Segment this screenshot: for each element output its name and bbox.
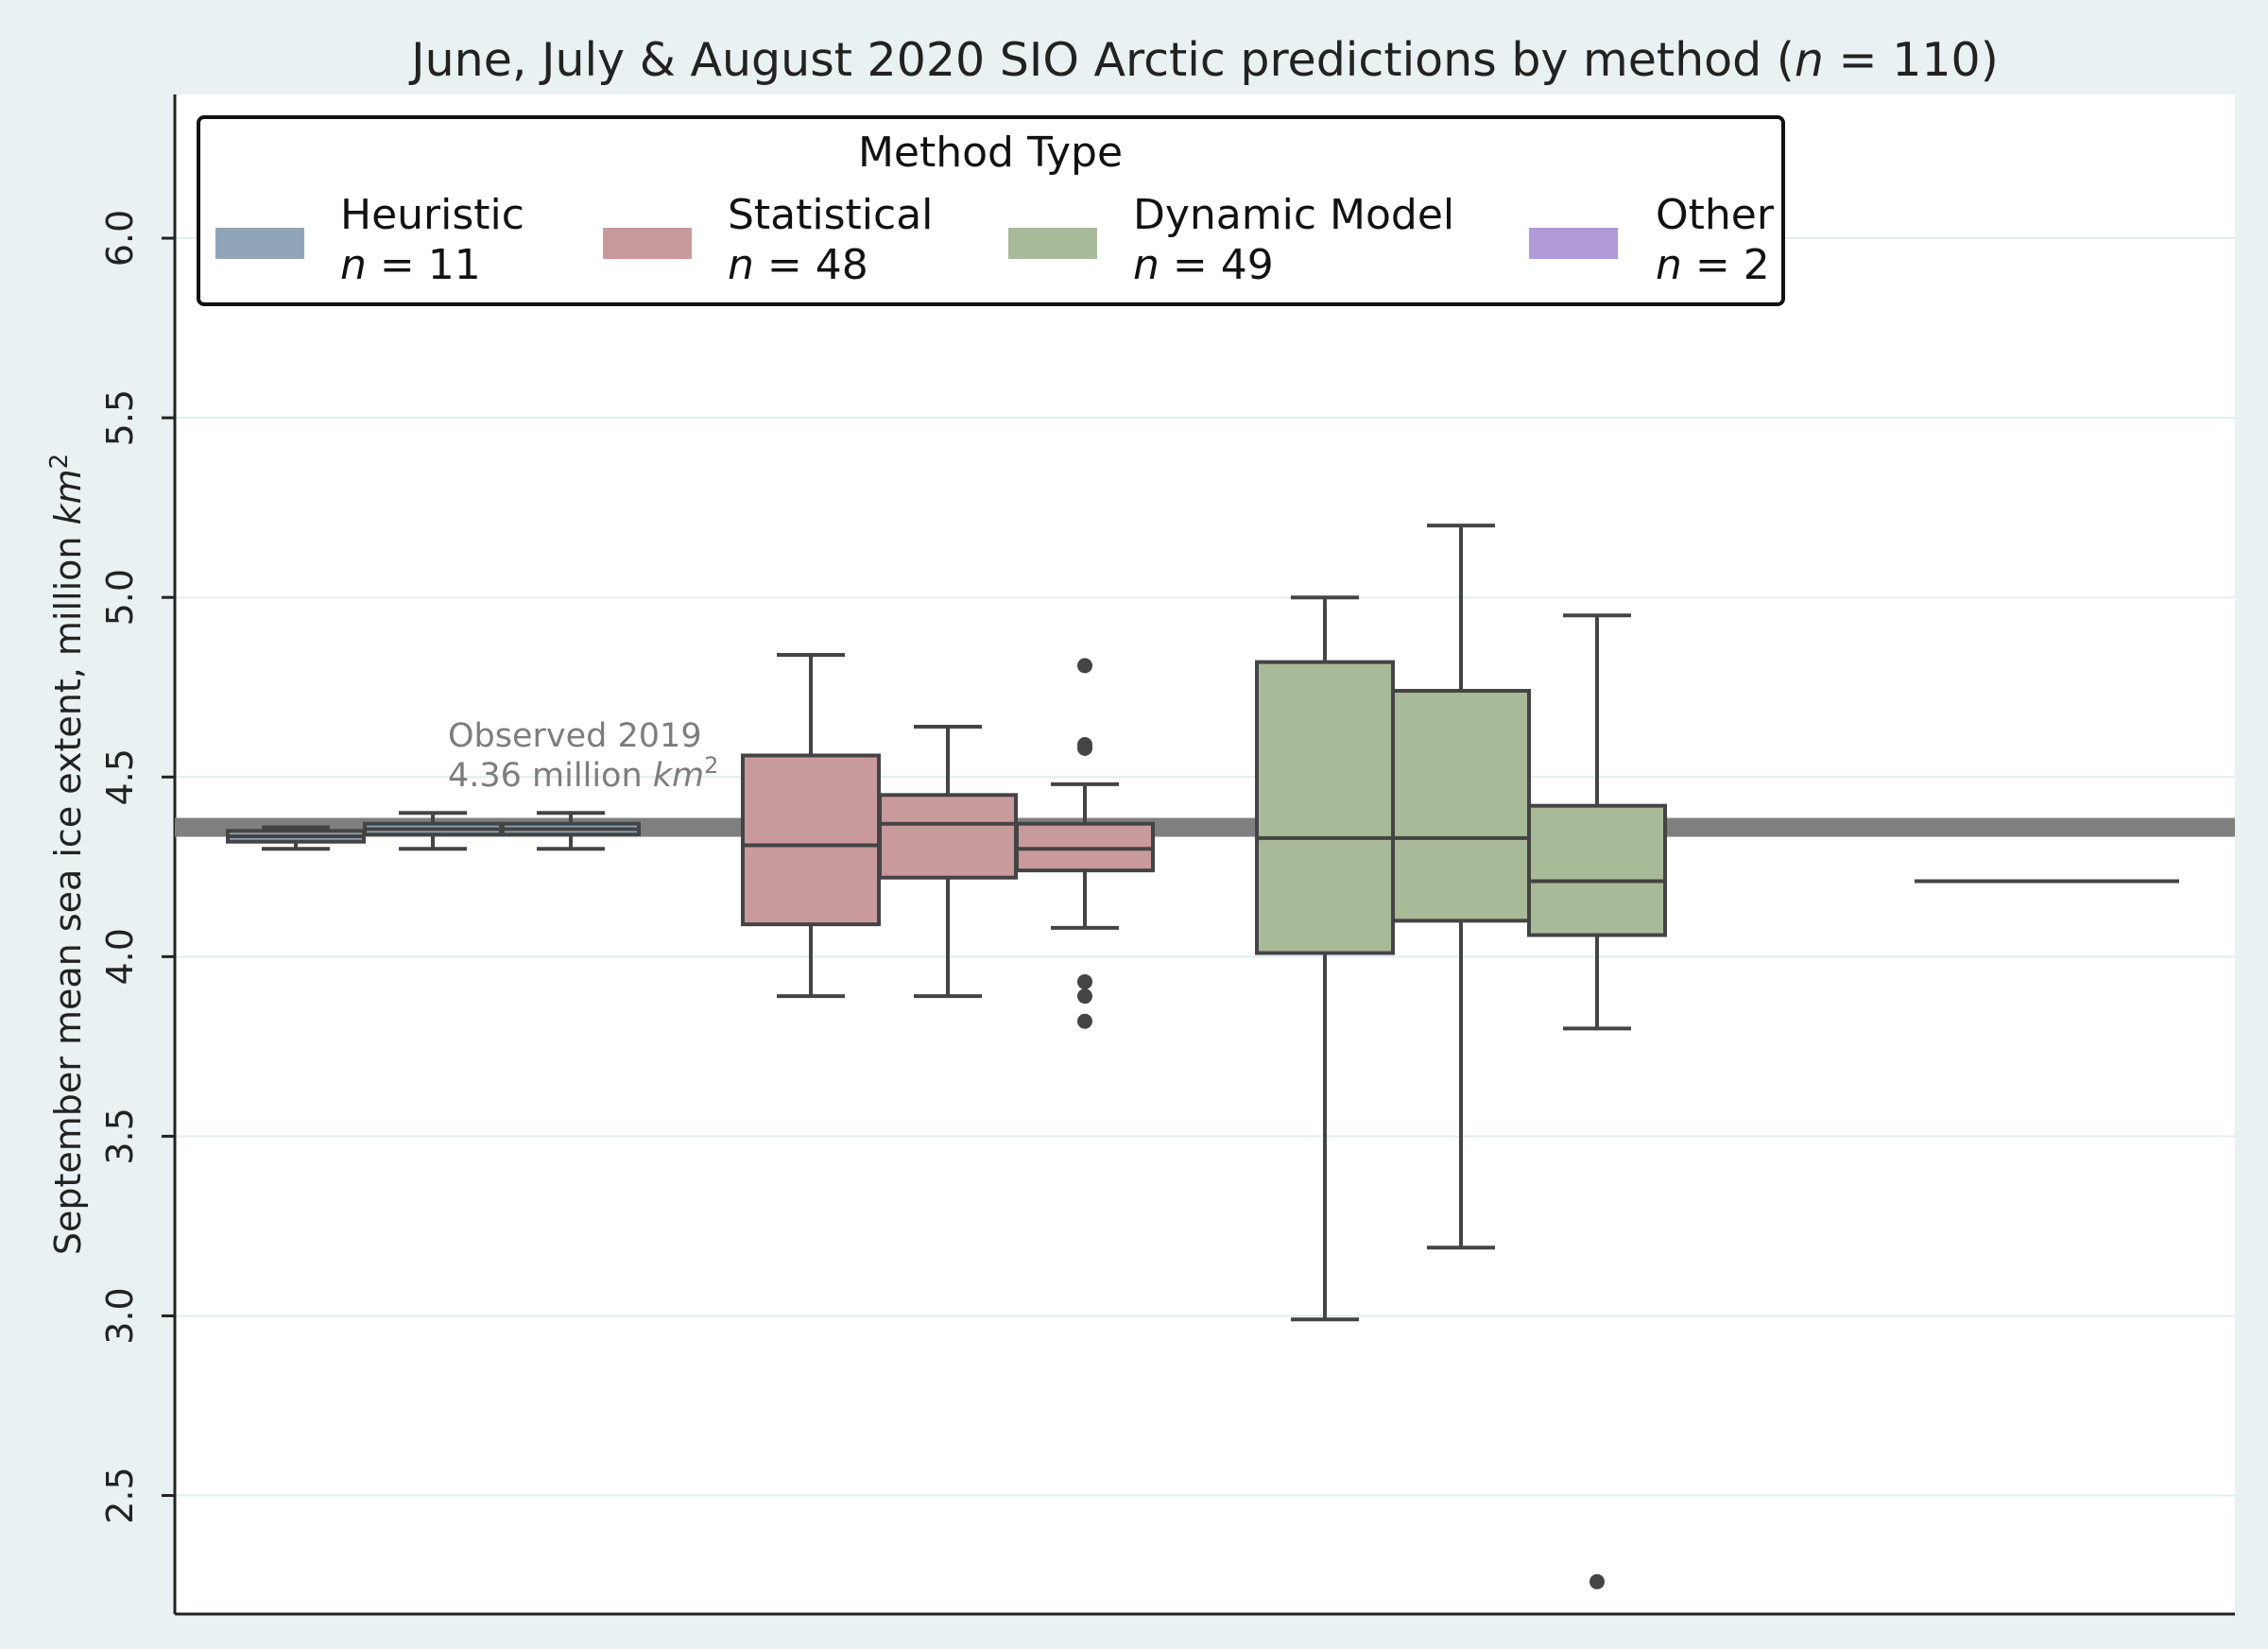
legend-label-dynamic-model: Dynamic Model: [1133, 191, 1454, 239]
legend-n-heuristic-value: = 11: [367, 241, 481, 289]
y-tick-label-5: 5.0: [99, 569, 141, 626]
legend-n-other-value: = 2: [1682, 241, 1770, 289]
y-tick-label-0: 2.5: [99, 1467, 141, 1523]
y-tick-label-7: 6.0: [99, 210, 141, 266]
y-tick-label-2: 3.5: [99, 1108, 141, 1164]
legend-n-other-var: n: [1656, 241, 1682, 289]
legend-label-other: Other: [1656, 191, 1775, 239]
reference-label-sup: 2: [704, 752, 718, 779]
chart-title-eq: = 110): [1824, 33, 1999, 87]
box-heuristic-august: [501, 811, 641, 851]
legend-swatch-statistical: [603, 228, 692, 259]
y-tick-label-1: 3.0: [99, 1287, 141, 1344]
legend-n-dynamic-model-var: n: [1133, 241, 1160, 289]
y-axis-label: September mean sea ice extent, million k…: [45, 454, 89, 1255]
box-statistical-july: [878, 725, 1018, 999]
legend-n-statistical: n = 48: [728, 241, 868, 289]
legend-n-dynamic-model-value: = 49: [1160, 241, 1274, 289]
reference-label-line2: 4.36 million km2: [448, 752, 718, 795]
box-statistical-june-body: [741, 753, 881, 927]
legend-n-statistical-var: n: [728, 241, 754, 289]
chart-title-prefix: June, July & August 2020 SIO Arctic pred…: [408, 33, 1795, 87]
box-plots: [226, 524, 2179, 1589]
legend-title: Method Type: [858, 129, 1123, 177]
box-statistical-august-outlier-0: [1077, 658, 1092, 674]
box-statistical-august-outlier-5: [1077, 1013, 1092, 1029]
legend-n-other: n = 2: [1656, 241, 1770, 289]
box-dynamic-model-july: [1391, 524, 1531, 1250]
y-tick-label-4: 4.5: [99, 748, 141, 805]
box-heuristic-june: [226, 825, 366, 851]
box-dynamic-model-july-body: [1391, 689, 1531, 923]
reference-label-line1: Observed 2019: [448, 717, 702, 755]
reference-label-value: 4.36 million: [448, 757, 653, 795]
legend-label-statistical: Statistical: [728, 191, 933, 239]
chart-title: June, July & August 2020 SIO Arctic pred…: [408, 33, 1999, 87]
box-statistical-june: [741, 653, 881, 999]
box-dynamic-model-august-outlier-0: [1589, 1573, 1605, 1589]
box-statistical-august-outlier-2: [1077, 740, 1092, 756]
y-axis-label-unit: km: [47, 469, 89, 524]
gridlines: [175, 237, 2235, 1497]
y-tick-label-6: 5.5: [99, 389, 141, 446]
reference-label-unit: km: [653, 757, 704, 795]
y-axis-label-sup: 2: [45, 454, 74, 470]
box-dynamic-model-august-body: [1527, 803, 1667, 937]
legend-swatch-other: [1529, 228, 1618, 259]
plot-area: [175, 94, 2235, 1614]
chart-title-var: n: [1795, 33, 1824, 87]
box-dynamic-model-august: [1527, 613, 1667, 1589]
box-statistical-august-outlier-4: [1077, 988, 1092, 1005]
y-tick-label-3: 4.0: [99, 928, 141, 985]
legend-n-heuristic: n = 11: [340, 241, 481, 289]
legend-n-dynamic-model: n = 49: [1133, 241, 1274, 289]
legend-n-heuristic-var: n: [340, 241, 367, 289]
y-axis-label-text: September mean sea ice extent, million: [47, 524, 89, 1255]
legend: Method Type Heuristic n = 11 Statistical…: [197, 115, 1785, 306]
legend-swatch-dynamic-model: [1008, 228, 1097, 259]
legend-label-heuristic: Heuristic: [340, 191, 524, 239]
y-axis-ticks: 2.5 3.0 3.5 4.0 4.5 5.0 5.5 6.0: [99, 210, 175, 1524]
box-dynamic-model-june: [1255, 595, 1395, 1322]
legend-n-statistical-value: = 48: [754, 241, 868, 289]
box-statistical-august: [1015, 658, 1155, 1029]
legend-frame: [197, 115, 1785, 306]
legend-swatch-heuristic: [215, 228, 304, 259]
box-dynamic-model-june-body: [1255, 660, 1395, 955]
box-statistical-august-outlier-3: [1077, 973, 1092, 989]
box-statistical-july-body: [878, 793, 1018, 880]
